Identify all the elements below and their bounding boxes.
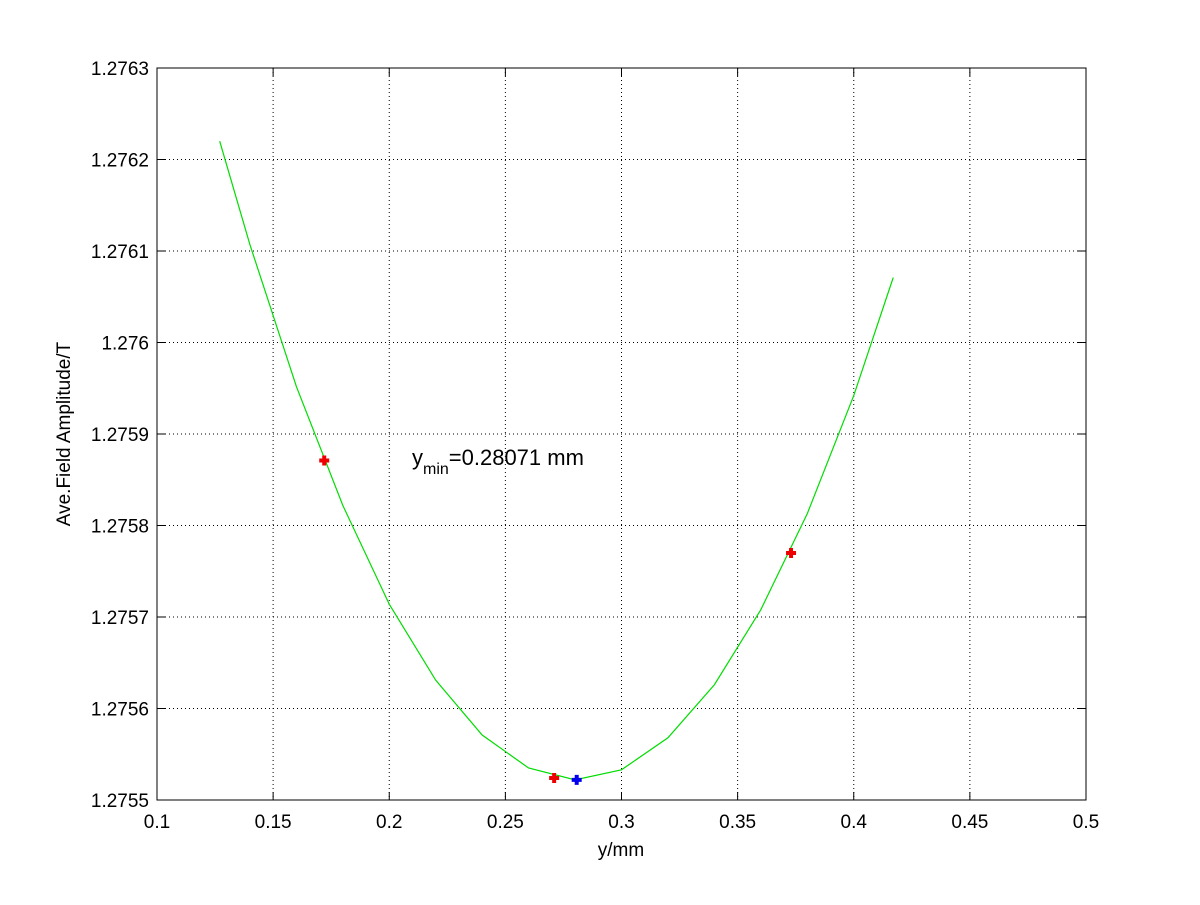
- annotation-subscript: min: [423, 461, 449, 478]
- x-tick-label: 0.2: [376, 812, 402, 833]
- annotation-suffix: =0.28071 mm: [449, 445, 584, 470]
- x-tick-label: 0.45: [951, 812, 988, 833]
- x-tick-label: 0.15: [255, 812, 292, 833]
- x-tick-label: 0.3: [608, 812, 634, 833]
- y-axis-label: Ave.Field Amplitude/T: [54, 341, 75, 526]
- x-tick-label: 0.5: [1073, 812, 1099, 833]
- x-tick-label: 0.4: [841, 812, 868, 833]
- y-tick-label: 1.2761: [91, 242, 149, 263]
- x-axis-label: y/mm: [598, 840, 644, 861]
- y-tick-label: 1.2758: [91, 517, 149, 538]
- y-tick-label: 1.2755: [91, 791, 149, 812]
- y-tick-label: 1.2759: [91, 425, 149, 446]
- y-tick-label: 1.2763: [91, 59, 149, 80]
- y-tick-label: 1.2762: [91, 151, 149, 172]
- y-tick-label: 1.2757: [91, 608, 149, 629]
- y-tick-label: 1.2756: [91, 700, 149, 721]
- fit-curve: [219, 141, 894, 781]
- annotation-text: y: [412, 445, 423, 470]
- x-tick-label: 0.1: [144, 812, 170, 833]
- data-point: [549, 773, 560, 784]
- data-point: [571, 774, 582, 785]
- x-tick-label: 0.35: [719, 812, 756, 833]
- annotation: ymin=0.28071 mm: [412, 445, 584, 478]
- x-tick-label: 0.25: [487, 812, 524, 833]
- data-point: [319, 455, 330, 466]
- y-tick-label: 1.276: [101, 334, 149, 355]
- data-point: [786, 547, 797, 558]
- plot-frame: [156, 67, 1087, 801]
